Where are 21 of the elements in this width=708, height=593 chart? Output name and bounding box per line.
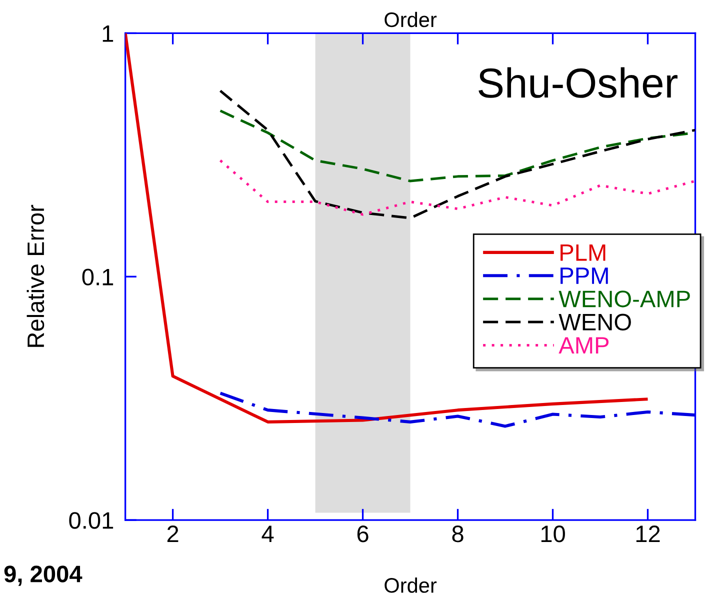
- y-axis-title: Relative Error: [26, 204, 44, 347]
- y-tick-label: 0.01: [69, 512, 114, 529]
- line-series: [218, 392, 696, 428]
- y-tick-label: 0.1: [82, 268, 114, 286]
- x-tick-label: 6: [357, 526, 368, 542]
- annotation: Shu-Osher: [478, 67, 678, 98]
- text: Order: [384, 12, 437, 28]
- x-tick-label: 2: [167, 526, 178, 542]
- x-tick-label: 10: [541, 526, 565, 542]
- x-tick-label: 4: [262, 526, 274, 542]
- text: 9, 2004: [4, 566, 82, 586]
- legend-label: AMP: [558, 337, 609, 354]
- x-axis-title: Order: [384, 577, 437, 593]
- y-tick-label: 1: [102, 26, 114, 42]
- legend-label: PPM: [560, 268, 608, 284]
- legend-label: WENO-AMP: [558, 290, 690, 308]
- line-series: [219, 159, 696, 216]
- x-tick-label: 12: [636, 526, 660, 542]
- x-tick-label: 8: [452, 526, 464, 542]
- legend-label: WENO: [558, 314, 631, 331]
- legend-label: PLM: [560, 244, 606, 261]
